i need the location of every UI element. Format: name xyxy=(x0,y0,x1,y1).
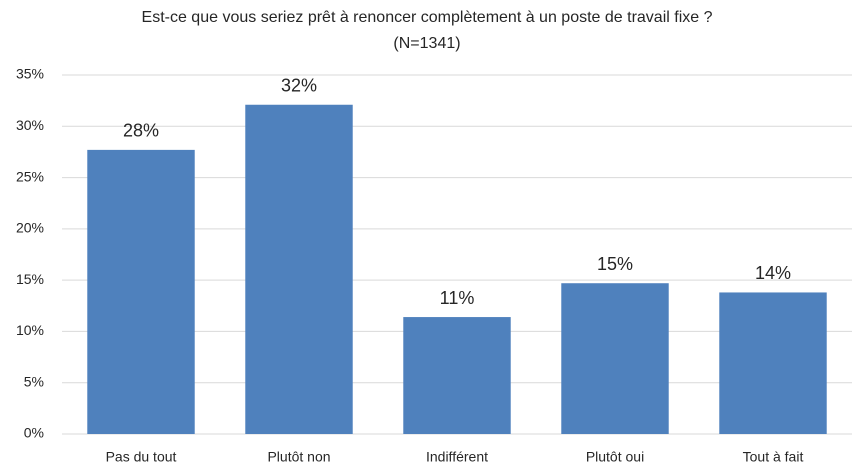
data-label: 15% xyxy=(597,254,633,274)
y-tick-label: 25% xyxy=(16,168,44,184)
bar xyxy=(403,317,511,434)
data-label: 28% xyxy=(123,121,159,141)
x-tick-label: Plutôt non xyxy=(267,449,330,465)
x-tick-label: Pas du tout xyxy=(106,449,177,465)
y-tick-label: 15% xyxy=(16,271,44,287)
chart-title: Est-ce que vous seriez prêt à renoncer c… xyxy=(142,9,713,26)
bar xyxy=(245,104,353,434)
chart-subtitle: (N=1341) xyxy=(393,35,460,52)
y-tick-label: 35% xyxy=(16,66,44,82)
data-label: 32% xyxy=(281,75,317,95)
bar xyxy=(719,292,827,434)
x-tick-label: Tout à fait xyxy=(743,449,804,465)
data-label: 11% xyxy=(440,288,475,308)
y-tick-label: 0% xyxy=(24,425,44,441)
x-tick-label: Plutôt oui xyxy=(586,449,644,465)
y-tick-label: 30% xyxy=(16,117,44,133)
bar xyxy=(87,149,195,434)
y-tick-label: 20% xyxy=(16,220,44,236)
x-tick-label: Indifférent xyxy=(426,449,488,465)
y-tick-label: 5% xyxy=(24,373,44,389)
bar xyxy=(561,283,669,434)
y-tick-label: 10% xyxy=(16,322,44,338)
data-label: 14% xyxy=(755,263,791,283)
